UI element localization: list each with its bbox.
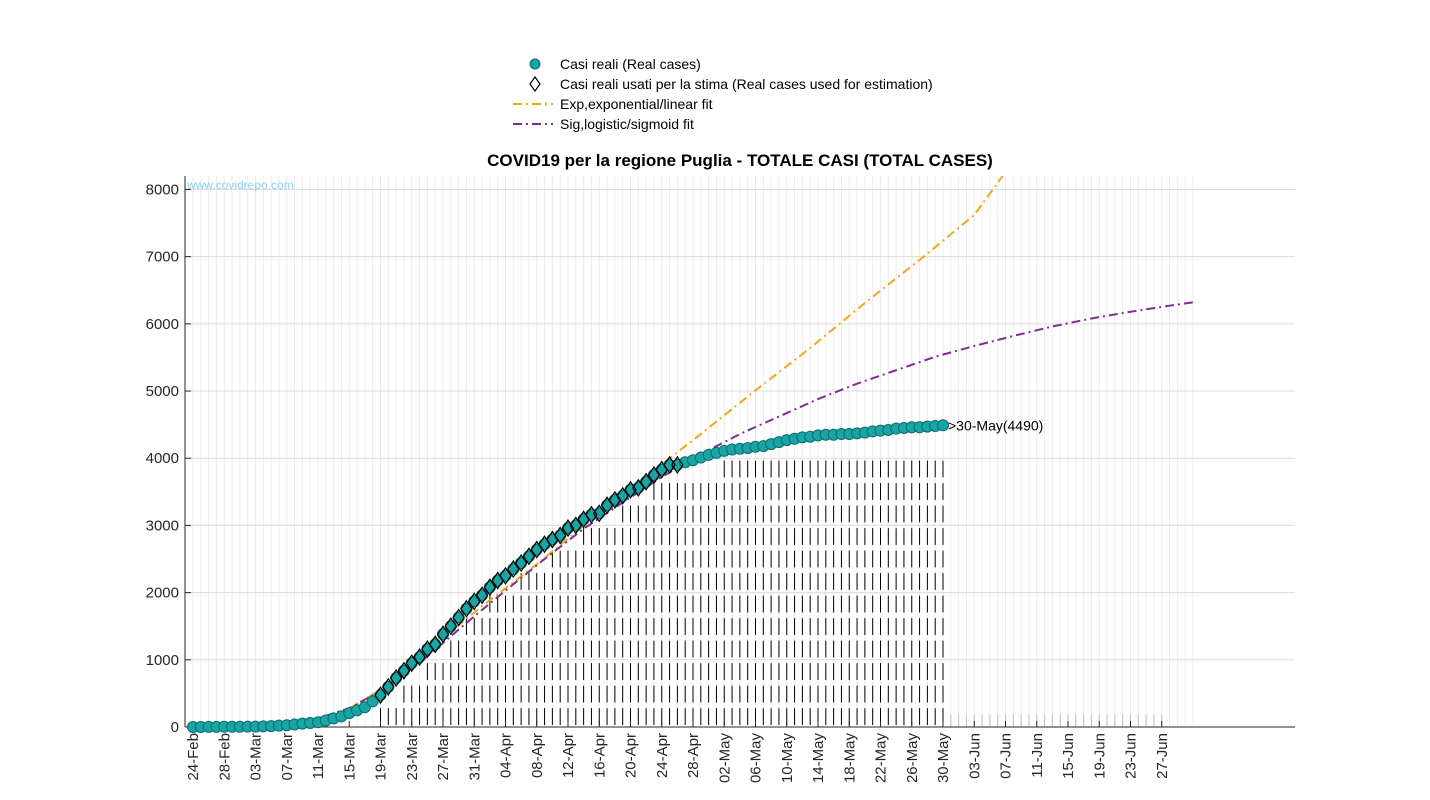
- x-tick-label: 14-May: [810, 733, 827, 784]
- estimation-point: [569, 516, 583, 535]
- x-tick-label: 24-Apr: [654, 733, 671, 778]
- estimation-point: [616, 486, 629, 505]
- estimation-point: [475, 586, 489, 605]
- estimation-point: [561, 519, 575, 538]
- y-tick-label: 4000: [146, 450, 179, 467]
- real-case-point: [937, 419, 949, 432]
- legend-marker-diamond: [529, 75, 541, 93]
- y-tick-label: 8000: [146, 181, 179, 198]
- estimation-point: [522, 547, 536, 566]
- x-tick-label: 07-Mar: [279, 733, 296, 781]
- x-tick-label: 12-Apr: [560, 733, 577, 778]
- y-tick-label: 7000: [146, 249, 179, 266]
- y-tick-label: 2000: [146, 585, 179, 602]
- axes: 0 1000 2000 3000 4000 5000 6000 7000 8000 24-Feb 2…: [146, 176, 1295, 783]
- estimation-point: [553, 526, 567, 545]
- estimation-point: [452, 608, 465, 627]
- real-case-point: [366, 695, 379, 708]
- estimation-point: [499, 566, 512, 585]
- y-tick-label: 0: [171, 719, 179, 736]
- estimation-point: [514, 553, 528, 573]
- x-tick-label: 27-Jun: [1154, 733, 1171, 779]
- legend-label: Casi reali usati per la stima (Real case…: [560, 76, 933, 92]
- estimation-point: [483, 578, 497, 597]
- x-tick-label: 28-Apr: [685, 733, 702, 778]
- x-tick-label: 03-Jun: [966, 733, 983, 779]
- legend-marker-circle: [529, 58, 541, 70]
- estimation-point: [444, 617, 458, 636]
- daily-bars: [380, 460, 1163, 727]
- legend-label: Sig,logistic/sigmoid fit: [560, 116, 694, 132]
- x-tick-label: 19-Jun: [1091, 733, 1108, 779]
- x-tick-label: 16-Apr: [591, 733, 608, 778]
- estimation-point: [413, 648, 426, 667]
- x-tick-label: 24-Feb: [185, 733, 202, 781]
- legend-label: Exp,exponential/linear fit: [560, 96, 713, 112]
- last-value-annotation: >30-May(4490): [948, 417, 1043, 433]
- x-tick-label: 30-May: [935, 733, 952, 784]
- legend-label: Casi reali (Real cases): [560, 56, 701, 72]
- x-tick-label: 31-Mar: [466, 733, 483, 781]
- estimation-point: [389, 668, 403, 688]
- x-tick-label: 04-Apr: [498, 733, 515, 778]
- estimation-point: [374, 686, 387, 705]
- real-case-point: [382, 680, 395, 693]
- estimation-point: [436, 625, 450, 644]
- grid: [185, 176, 1295, 728]
- real-case-point: [429, 638, 442, 651]
- estimation-point: [397, 661, 411, 680]
- y-tick-label: 3000: [146, 517, 179, 534]
- estimation-point: [460, 599, 473, 618]
- estimation-point: [593, 504, 606, 523]
- x-tick-label: 02-May: [716, 733, 733, 784]
- estimation-point: [624, 480, 637, 499]
- x-tick-label: 07-Jun: [998, 733, 1015, 779]
- x-tick-label: 03-Mar: [248, 733, 265, 781]
- x-tick-label: 11-Mar: [310, 733, 327, 779]
- estimation-point: [428, 635, 442, 654]
- x-tick-label: 15-Jun: [1060, 733, 1077, 779]
- x-tick-label: 18-May: [841, 733, 858, 784]
- estimation-point: [632, 478, 645, 497]
- chart-title: COVID19 per la regione Puglia - TOTALE C…: [487, 151, 993, 170]
- estimation-point: [468, 592, 481, 611]
- estimation-point: [405, 654, 418, 673]
- x-tick-label: 20-Apr: [623, 733, 640, 778]
- x-tick-label: 22-May: [873, 733, 890, 784]
- x-tick-label: 28-Feb: [216, 733, 233, 781]
- real-case-point: [452, 611, 465, 624]
- y-tick-label: 5000: [146, 383, 179, 400]
- x-tick-label: 26-May: [904, 733, 921, 784]
- x-tick-label: 15-Mar: [341, 733, 358, 781]
- x-tick-label: 27-Mar: [435, 733, 452, 781]
- x-tick-label: 23-Mar: [404, 733, 421, 781]
- x-tick-label: 06-May: [748, 733, 765, 784]
- estimation-point: [382, 677, 395, 696]
- x-tick-label: 11-Jun: [1029, 733, 1046, 778]
- data-points: [187, 419, 949, 733]
- estimation-point: [639, 472, 653, 491]
- estimation-point: [671, 455, 684, 474]
- watermark-text: www.covidrepo.com: [186, 178, 294, 192]
- x-tick-label: 19-Mar: [373, 733, 390, 781]
- legend: Casi reali (Real cases) Casi reali usati …: [513, 56, 933, 132]
- real-case-point: [444, 620, 457, 633]
- y-tick-label: 6000: [146, 316, 179, 333]
- y-tick-label: 1000: [146, 652, 179, 669]
- x-tick-label: 08-Apr: [529, 733, 546, 778]
- x-tick-label: 23-Jun: [1123, 733, 1140, 779]
- estimation-point: [507, 560, 520, 579]
- x-tick-label: 10-May: [779, 733, 796, 784]
